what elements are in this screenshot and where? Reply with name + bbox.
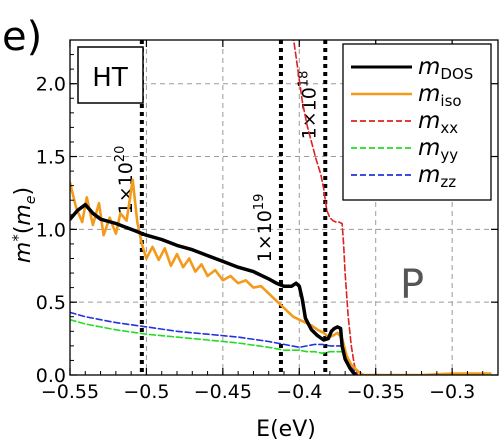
series-line-m-xx — [292, 40, 359, 375]
y-tick-label: 0.0 — [36, 365, 66, 387]
x-axis-label: E(eV) — [256, 417, 316, 442]
y-tick-label: 1.5 — [36, 147, 66, 169]
legend-label: mxx — [418, 108, 458, 137]
legend-label: myy — [418, 135, 458, 164]
svg-text:m*(me): m*(me) — [9, 187, 39, 263]
series-line-m-dos — [70, 202, 358, 375]
region-label-p: P — [400, 262, 424, 308]
y-tick-label: 2.0 — [36, 74, 66, 96]
x-tick-label: −0.3 — [429, 381, 475, 403]
series-lines — [70, 40, 492, 375]
ht-label-box: HT — [77, 46, 144, 104]
y-axis-label: m*(me) — [9, 187, 39, 263]
legend-label: miso — [418, 81, 462, 110]
y-tick-label: 0.5 — [36, 292, 66, 314]
series-line-m-zz — [70, 311, 359, 375]
legend-label: mzz — [418, 162, 456, 191]
x-tick-label: −0.45 — [194, 381, 252, 403]
y-tick-label: 1.0 — [36, 219, 66, 241]
x-tick-label: −0.35 — [347, 381, 405, 403]
panel-label: e) — [2, 14, 42, 60]
doping-label: 1×1020 — [113, 146, 137, 215]
legend-box — [342, 43, 492, 201]
doping-label: 1×1019 — [252, 194, 276, 263]
axes: −0.55 −0.5 −0.45 −0.4 −0.35 −0.3 0.0 0.5 1.0 1.5 2… — [36, 40, 499, 403]
series-line-m-iso — [70, 178, 492, 375]
x-tick-label: −0.5 — [123, 381, 169, 403]
x-tick-label: −0.55 — [41, 381, 99, 403]
legend-label: mDOS — [418, 54, 473, 83]
svg-text:1×1019: 1×1019 — [252, 194, 276, 263]
ht-label: HT — [92, 63, 128, 93]
x-tick-label: −0.4 — [276, 381, 322, 403]
svg-text:1×1020: 1×1020 — [113, 146, 137, 215]
